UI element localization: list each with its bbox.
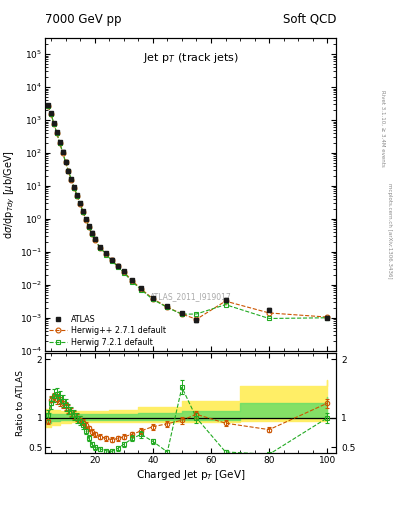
Y-axis label: d$\sigma$/dp$_{Tdy}$ [$\mu$b/GeV]: d$\sigma$/dp$_{Tdy}$ [$\mu$b/GeV] (3, 150, 17, 239)
Y-axis label: Ratio to ATLAS: Ratio to ATLAS (16, 370, 25, 436)
Text: Jet p$_T$ (track jets): Jet p$_T$ (track jets) (143, 51, 239, 65)
Text: Rivet 3.1.10, ≥ 3.4M events: Rivet 3.1.10, ≥ 3.4M events (381, 90, 386, 166)
X-axis label: Charged Jet p$_T$ [GeV]: Charged Jet p$_T$ [GeV] (136, 467, 245, 482)
Text: ATLAS_2011_I919017: ATLAS_2011_I919017 (150, 292, 231, 301)
Text: Soft QCD: Soft QCD (283, 13, 336, 26)
Text: 7000 GeV pp: 7000 GeV pp (45, 13, 122, 26)
Text: mcplots.cern.ch [arXiv:1306.3436]: mcplots.cern.ch [arXiv:1306.3436] (387, 183, 391, 278)
Legend: ATLAS, Herwig++ 2.7.1 default, Herwig 7.2.1 default: ATLAS, Herwig++ 2.7.1 default, Herwig 7.… (49, 315, 166, 347)
